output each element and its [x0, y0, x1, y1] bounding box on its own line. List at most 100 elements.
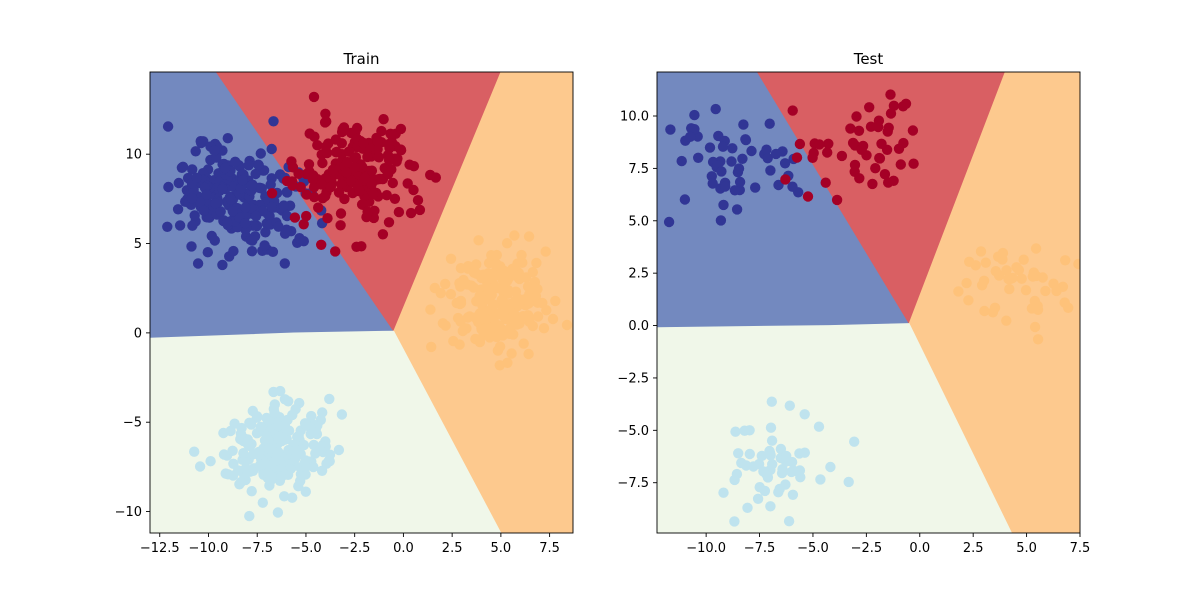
data-point-class-2 — [522, 310, 534, 321]
data-point-class-2 — [527, 267, 538, 278]
data-point-class-1 — [873, 121, 884, 133]
data-point-class-0 — [253, 159, 264, 170]
axes-frame — [149, 71, 574, 534]
y-tick-label: 5 — [134, 237, 142, 252]
data-point-class-2 — [508, 268, 520, 280]
data-point-class-3 — [744, 448, 755, 460]
data-point-class-2 — [976, 280, 988, 291]
x-tick-label: 5.0 — [1016, 541, 1037, 556]
data-point-class-0 — [704, 142, 716, 153]
x-tick-label: −5.0 — [290, 541, 322, 556]
data-point-class-0 — [186, 193, 198, 204]
data-point-class-1 — [864, 102, 875, 113]
data-point-class-3 — [290, 453, 301, 464]
data-point-class-2 — [529, 283, 540, 294]
data-point-class-2 — [506, 299, 517, 310]
data-point-class-1 — [425, 169, 436, 181]
data-point-class-3 — [269, 399, 280, 410]
data-point-class-2 — [523, 231, 535, 242]
data-point-class-0 — [750, 182, 761, 193]
data-point-class-3 — [825, 461, 836, 473]
data-point-class-2 — [953, 286, 964, 297]
data-point-class-2 — [474, 290, 485, 302]
data-point-class-1 — [341, 167, 352, 178]
data-point-class-2 — [1037, 272, 1048, 283]
data-point-class-3 — [189, 446, 200, 457]
data-point-class-0 — [679, 194, 691, 205]
data-point-class-2 — [479, 269, 490, 281]
data-point-class-1 — [372, 144, 383, 155]
data-point-class-1 — [907, 125, 919, 136]
data-point-class-0 — [228, 245, 239, 257]
data-point-class-1 — [882, 126, 893, 137]
data-point-class-1 — [342, 156, 353, 168]
data-point-class-2 — [1001, 265, 1012, 276]
data-point-class-2 — [1011, 262, 1022, 273]
data-point-class-1 — [387, 177, 398, 189]
data-point-class-2 — [523, 348, 534, 360]
data-point-class-0 — [731, 204, 743, 215]
data-point-class-3 — [815, 474, 826, 485]
data-point-class-3 — [324, 393, 335, 405]
data-point-class-2 — [493, 320, 505, 331]
data-point-class-0 — [210, 198, 221, 209]
data-point-class-1 — [389, 193, 401, 204]
data-point-class-0 — [201, 189, 212, 200]
data-point-class-1 — [359, 172, 370, 184]
data-point-class-1 — [345, 175, 357, 186]
data-point-class-3 — [305, 428, 316, 440]
data-point-class-1 — [320, 108, 331, 120]
data-point-class-3 — [259, 435, 271, 446]
data-point-class-0 — [740, 134, 751, 145]
data-point-class-0 — [246, 246, 258, 257]
data-point-class-0 — [163, 181, 174, 193]
data-point-class-0 — [190, 146, 201, 157]
data-point-class-1 — [335, 208, 347, 219]
data-point-class-3 — [306, 410, 317, 422]
data-point-class-3 — [314, 445, 326, 456]
data-point-class-2 — [510, 286, 522, 297]
data-point-class-3 — [274, 455, 285, 467]
data-point-class-2 — [987, 307, 999, 318]
data-point-class-3 — [794, 465, 806, 476]
data-point-class-1 — [327, 164, 339, 175]
data-point-class-3 — [783, 516, 795, 527]
data-point-class-0 — [727, 143, 738, 154]
data-point-class-2 — [1060, 255, 1071, 266]
data-point-class-0 — [707, 178, 718, 189]
data-point-class-1 — [893, 143, 905, 154]
plot-area — [657, 72, 1080, 533]
data-point-class-2 — [1018, 254, 1029, 265]
data-point-class-0 — [177, 161, 189, 172]
data-point-class-0 — [173, 177, 184, 189]
data-point-class-1 — [312, 140, 323, 151]
x-tick-label: 5.0 — [491, 541, 512, 556]
data-point-class-2 — [1030, 243, 1042, 254]
decision-region-class-2 — [908, 72, 1080, 533]
data-point-class-2 — [429, 282, 440, 294]
data-point-class-0 — [220, 162, 231, 174]
y-tick-label: −7.5 — [617, 476, 649, 491]
data-point-class-2 — [1026, 303, 1038, 314]
data-point-class-0 — [717, 141, 729, 152]
data-point-class-1 — [336, 179, 347, 190]
data-point-class-0 — [225, 194, 237, 205]
data-point-class-2 — [990, 266, 1001, 277]
data-point-class-1 — [301, 210, 312, 222]
data-point-class-0 — [260, 227, 271, 238]
data-point-class-1 — [856, 144, 867, 155]
data-point-class-2 — [486, 250, 497, 261]
data-point-class-1 — [854, 173, 865, 184]
x-tick-label: −10.0 — [189, 541, 229, 556]
x-tick-label: 2.5 — [963, 541, 984, 556]
data-point-class-0 — [663, 216, 675, 228]
data-point-class-3 — [300, 455, 311, 466]
data-point-class-3 — [279, 420, 290, 431]
data-point-class-2 — [500, 313, 511, 325]
data-point-class-3 — [283, 396, 294, 407]
data-point-class-3 — [251, 411, 263, 422]
data-point-class-2 — [445, 253, 457, 264]
chart-title: Train — [343, 50, 380, 68]
data-point-class-2 — [523, 297, 534, 308]
